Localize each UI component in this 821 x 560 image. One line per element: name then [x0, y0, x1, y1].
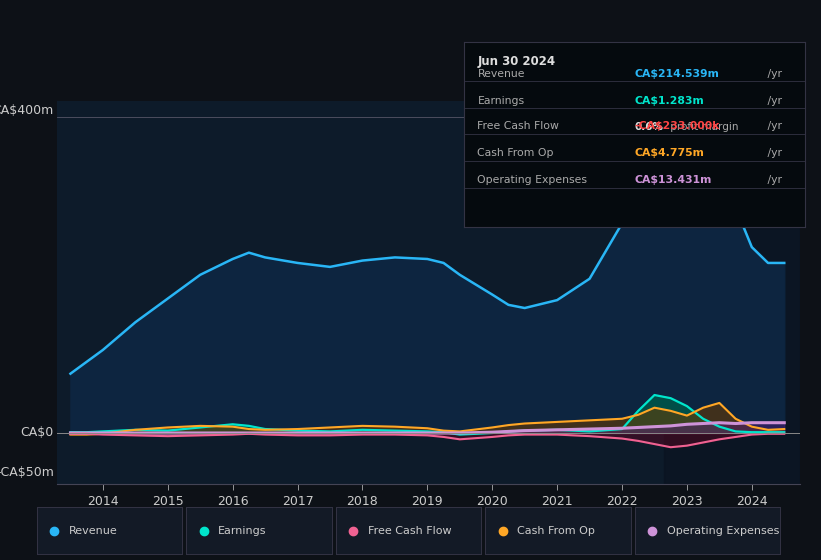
Bar — [664, 101, 800, 484]
Text: /yr: /yr — [764, 122, 782, 132]
Text: Earnings: Earnings — [218, 526, 267, 535]
Text: profit margin: profit margin — [667, 123, 738, 132]
Text: CA$0: CA$0 — [21, 427, 53, 440]
Text: /yr: /yr — [764, 148, 782, 158]
Text: Cash From Op: Cash From Op — [478, 148, 554, 158]
Text: Revenue: Revenue — [69, 526, 117, 535]
Text: /yr: /yr — [764, 69, 782, 79]
Text: -CA$233.000k: -CA$233.000k — [635, 122, 719, 132]
Text: CA$400m: CA$400m — [0, 104, 53, 116]
Text: CA$4.775m: CA$4.775m — [635, 148, 704, 158]
Text: /yr: /yr — [764, 175, 782, 185]
Text: Cash From Op: Cash From Op — [517, 526, 595, 535]
Text: -CA$50m: -CA$50m — [0, 466, 53, 479]
Text: Earnings: Earnings — [478, 96, 525, 106]
Text: Free Cash Flow: Free Cash Flow — [478, 122, 559, 132]
Text: Jun 30 2024: Jun 30 2024 — [478, 55, 556, 68]
Text: Operating Expenses: Operating Expenses — [667, 526, 779, 535]
Text: CA$13.431m: CA$13.431m — [635, 175, 712, 185]
Text: CA$1.283m: CA$1.283m — [635, 96, 704, 106]
Text: CA$214.539m: CA$214.539m — [635, 69, 719, 79]
Text: Revenue: Revenue — [478, 69, 525, 79]
Text: Operating Expenses: Operating Expenses — [478, 175, 588, 185]
Text: 0.6%: 0.6% — [635, 123, 663, 132]
Text: Free Cash Flow: Free Cash Flow — [368, 526, 452, 535]
Text: /yr: /yr — [764, 96, 782, 106]
